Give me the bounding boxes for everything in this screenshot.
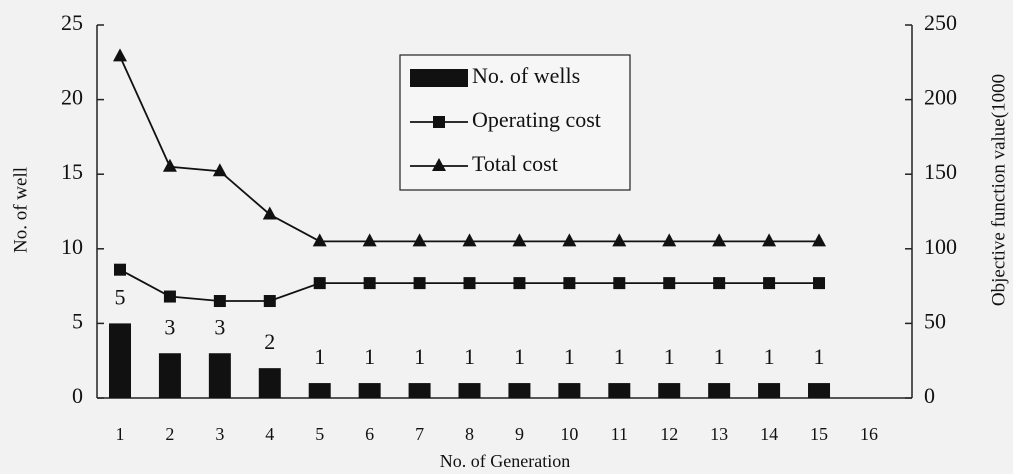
y-tick-label: 10 (61, 234, 83, 259)
bar (708, 383, 731, 398)
triangle-marker (812, 233, 827, 247)
data-label: 1 (514, 344, 525, 369)
x-tick-label: 11 (611, 424, 628, 444)
triangle-marker (562, 233, 577, 247)
bar (658, 383, 681, 398)
y2-tick-label: 50 (924, 308, 946, 333)
triangle-marker (762, 233, 777, 247)
bar (508, 383, 531, 398)
y-tick-label: 20 (61, 85, 83, 110)
square-marker (663, 277, 676, 290)
y-axis-label: No. of well (10, 167, 31, 253)
x-tick-label: 13 (710, 424, 728, 444)
square-marker (413, 277, 426, 290)
triangle-marker (162, 158, 177, 172)
y-tick-label: 0 (72, 383, 83, 408)
x-tick-label: 1 (116, 424, 125, 444)
x-tick-label: 15 (810, 424, 828, 444)
triangle-marker (612, 233, 627, 247)
bar (608, 383, 631, 398)
legend-marker (433, 116, 445, 128)
bar (358, 383, 381, 398)
data-label: 1 (814, 344, 825, 369)
x-tick-label: 10 (560, 424, 578, 444)
data-label: 5 (115, 284, 126, 309)
data-label: 1 (664, 344, 675, 369)
triangle-marker (512, 233, 527, 247)
triangle-marker (462, 233, 477, 247)
square-marker (513, 277, 526, 290)
triangle-marker (312, 233, 327, 247)
data-label: 1 (764, 344, 775, 369)
x-tick-label: 12 (660, 424, 678, 444)
bar (158, 353, 181, 398)
square-marker (763, 277, 776, 290)
y2-tick-label: 250 (924, 10, 957, 35)
triangle-marker (262, 206, 277, 220)
triangle-marker (113, 48, 127, 62)
y2-axis-label: Objective function value(1000 (988, 74, 1009, 306)
square-marker (213, 295, 226, 308)
bar (558, 383, 581, 398)
y2-tick-label: 100 (924, 234, 957, 259)
square-marker (813, 277, 826, 290)
y2-tick-label: 150 (924, 159, 957, 184)
x-tick-label: 3 (215, 424, 224, 444)
x-tick-label: 8 (465, 424, 474, 444)
data-label: 1 (464, 344, 475, 369)
square-marker (563, 277, 576, 290)
triangle-marker (362, 233, 377, 247)
bar (258, 368, 281, 398)
bar (109, 323, 131, 398)
square-marker (363, 277, 376, 290)
triangle-marker (712, 233, 727, 247)
x-tick-label: 4 (265, 424, 274, 444)
bar (458, 383, 481, 398)
x-tick-label: 9 (515, 424, 524, 444)
x-tick-label: 14 (760, 424, 778, 444)
x-tick-label: 7 (415, 424, 424, 444)
bar (308, 383, 331, 398)
y-tick-label: 25 (61, 10, 83, 35)
legend-label: Operating cost (472, 107, 601, 132)
bar (208, 353, 231, 398)
data-label: 1 (714, 344, 725, 369)
square-marker (263, 295, 276, 308)
legend-marker (432, 158, 446, 171)
data-label: 3 (164, 314, 175, 339)
y-tick-label: 15 (61, 159, 83, 184)
data-label: 1 (614, 344, 625, 369)
x-tick-label: 16 (860, 424, 878, 444)
bar (408, 383, 431, 398)
x-tick-label: 6 (365, 424, 374, 444)
data-label: 2 (264, 329, 275, 354)
x-tick-label: 5 (315, 424, 324, 444)
data-label: 3 (214, 314, 225, 339)
square-marker (713, 277, 726, 290)
x-tick-label: 2 (165, 424, 174, 444)
bar (808, 383, 831, 398)
triangle-marker (412, 233, 427, 247)
data-label: 1 (364, 344, 375, 369)
bar (758, 383, 781, 398)
data-label: 1 (414, 344, 425, 369)
square-marker (463, 277, 476, 290)
legend-label: Total cost (472, 151, 558, 176)
square-marker (163, 290, 176, 303)
legend-label: No. of wells (472, 63, 580, 88)
square-marker (313, 277, 326, 290)
y2-tick-label: 0 (924, 383, 935, 408)
x-axis-label: No. of Generation (440, 451, 570, 471)
legend-swatch (410, 69, 468, 87)
y2-tick-label: 200 (924, 85, 957, 110)
y-tick-label: 5 (72, 308, 83, 333)
data-label: 1 (564, 344, 575, 369)
square-marker (114, 263, 126, 276)
square-marker (613, 277, 626, 290)
triangle-marker (662, 233, 677, 247)
triangle-marker (212, 163, 227, 177)
data-label: 1 (314, 344, 325, 369)
